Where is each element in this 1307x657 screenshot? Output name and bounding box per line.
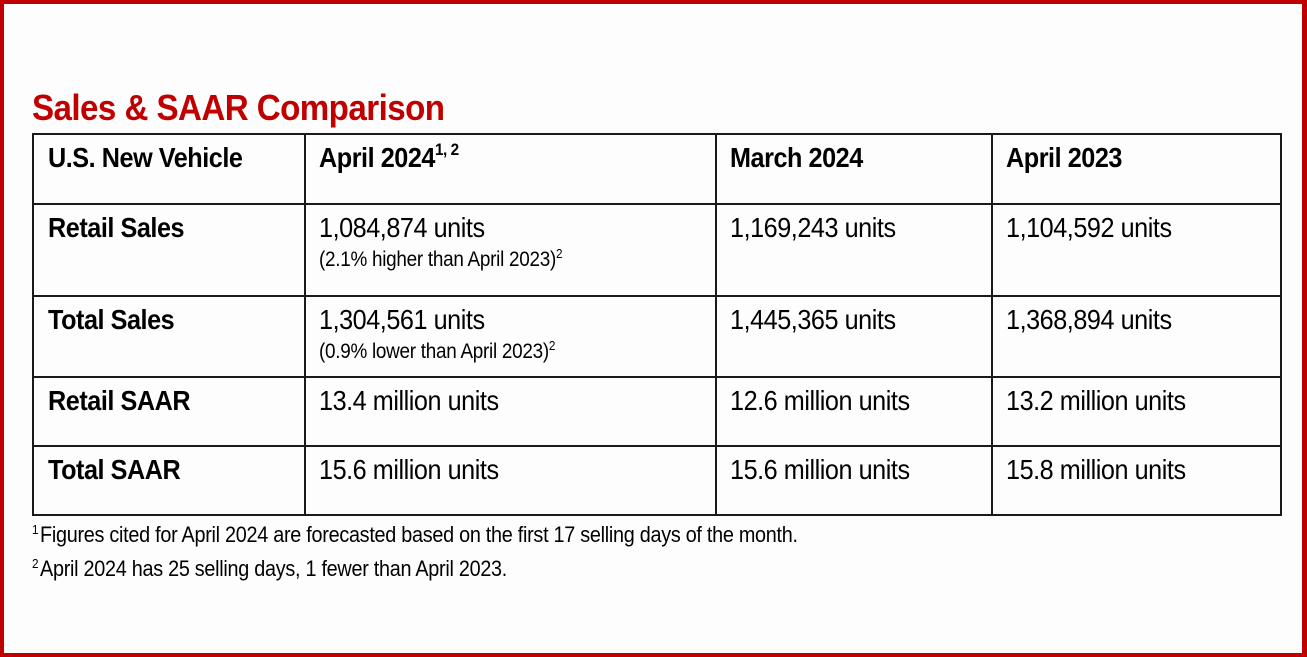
header-label: U.S. New Vehicle (48, 142, 243, 173)
table-row: Total SAAR 15.6 million units 15.6 milli… (32, 445, 1282, 516)
cell-value: 15.6 million units (730, 454, 910, 485)
footnote-marker: 1 (32, 522, 39, 537)
value-cell: 1,368,894 units (991, 295, 1282, 378)
footnote-reference: 2 (555, 246, 563, 261)
footnote-reference: 2 (548, 338, 556, 353)
footnote-reference: 1, 2 (434, 140, 459, 159)
footnote-marker: 2 (32, 556, 39, 571)
value-cell: 15.6 million units (715, 445, 993, 516)
value-cell: 1,169,243 units (715, 203, 993, 297)
page-title: Sales & SAAR Comparison (32, 87, 445, 128)
cell-value: 15.8 million units (1006, 454, 1186, 485)
row-label: Retail Sales (48, 212, 185, 243)
cell-value: 15.6 million units (319, 454, 499, 485)
cell-note: (0.9% lower than April 2023) (319, 340, 549, 363)
value-cell: 13.4 million units (304, 376, 717, 447)
row-label: Total SAAR (48, 454, 181, 485)
cell-value: 1,304,561 units (319, 304, 485, 335)
table-row: Retail SAAR 13.4 million units 12.6 mill… (32, 376, 1282, 447)
table-row: Retail Sales 1,084,874 units (2.1% highe… (32, 203, 1282, 297)
header-cell-april-2024: April 20241, 2 (304, 133, 717, 205)
cell-value: 1,368,894 units (1006, 304, 1172, 335)
header-label: April 2023 (1006, 142, 1122, 173)
cell-value: 1,445,365 units (730, 304, 896, 335)
table-row: Total Sales 1,304,561 units (0.9% lower … (32, 295, 1282, 378)
cell-value: 12.6 million units (730, 385, 910, 416)
footnotes: 1Figures cited for April 2024 are foreca… (32, 518, 798, 586)
value-cell: 1,304,561 units (0.9% lower than April 2… (304, 295, 717, 378)
cell-value: 1,169,243 units (730, 212, 896, 243)
footnote-text: Figures cited for April 2024 are forecas… (40, 522, 798, 547)
footnote-1: 1Figures cited for April 2024 are foreca… (32, 518, 798, 552)
cell-note: (2.1% higher than April 2023) (319, 248, 556, 271)
row-label-cell: Total Sales (32, 295, 306, 378)
row-label: Total Sales (48, 304, 175, 335)
row-label: Retail SAAR (48, 385, 191, 416)
row-label-cell: Total SAAR (32, 445, 306, 516)
cell-value: 1,084,874 units (319, 212, 485, 243)
cell-value: 13.4 million units (319, 385, 499, 416)
comparison-table: U.S. New Vehicle April 20241, 2 March 20… (32, 133, 1282, 516)
cell-value: 1,104,592 units (1006, 212, 1172, 243)
row-label-cell: Retail SAAR (32, 376, 306, 447)
header-cell-april-2023: April 2023 (991, 133, 1282, 205)
value-cell: 15.6 million units (304, 445, 717, 516)
value-cell: 1,104,592 units (991, 203, 1282, 297)
value-cell: 12.6 million units (715, 376, 993, 447)
row-label-cell: Retail Sales (32, 203, 306, 297)
header-label: April 2024 (319, 142, 435, 173)
value-cell: 1,084,874 units (2.1% higher than April … (304, 203, 717, 297)
table-header-row: U.S. New Vehicle April 20241, 2 March 20… (32, 133, 1282, 205)
cell-value: 13.2 million units (1006, 385, 1186, 416)
header-label: March 2024 (730, 142, 863, 173)
header-cell-march-2024: March 2024 (715, 133, 993, 205)
header-cell-vehicle: U.S. New Vehicle (32, 133, 306, 205)
value-cell: 13.2 million units (991, 376, 1282, 447)
footnote-2: 2April 2024 has 25 selling days, 1 fewer… (32, 552, 798, 586)
footnote-text: April 2024 has 25 selling days, 1 fewer … (40, 556, 508, 581)
value-cell: 15.8 million units (991, 445, 1282, 516)
value-cell: 1,445,365 units (715, 295, 993, 378)
